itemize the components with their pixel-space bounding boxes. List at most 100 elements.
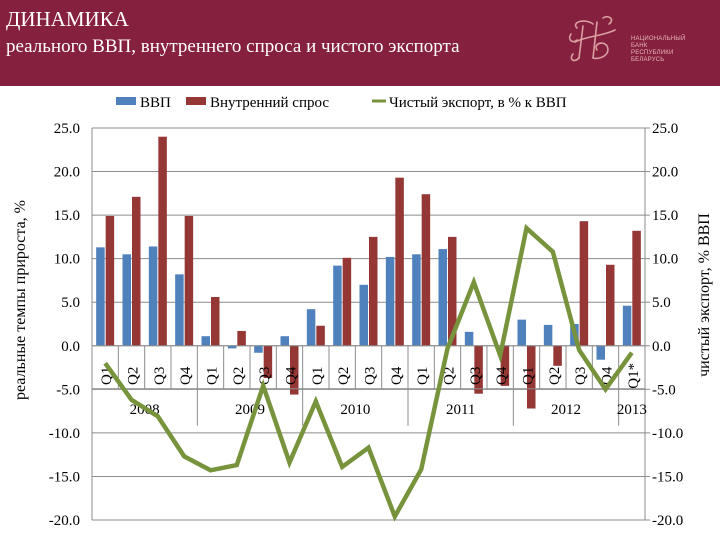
y-tick-label: 0.0	[61, 339, 80, 355]
bar	[464, 331, 474, 346]
year-label: 2011	[446, 402, 475, 418]
bar	[148, 246, 158, 346]
bank-name-line: РЕСПУБЛИКИ	[631, 50, 674, 56]
bar	[158, 136, 167, 346]
bar	[421, 194, 431, 346]
legend-item: ВВП	[116, 95, 171, 111]
bar	[517, 319, 526, 346]
y-axis-left: 25.0 20.0 15.0 10.0 5.0 0.0 -5.0 -10.0 -15.0 -20.…	[12, 121, 80, 529]
bar	[342, 257, 352, 346]
bar	[596, 345, 605, 360]
y-tick-label: 5.0	[61, 295, 80, 311]
quarter-label: Q1	[415, 367, 431, 385]
year-label: 2013	[617, 402, 647, 418]
quarter-label: Q4	[178, 366, 194, 385]
quarter-label: Q2	[126, 367, 142, 385]
bank-name-line: НАЦИОНАЛЬНЫЙ	[631, 36, 686, 42]
y-tick-label-right: -5.0	[652, 382, 676, 398]
bar	[369, 236, 378, 346]
y-tick-label: -15.0	[49, 469, 80, 485]
slide-title: ДИНАМИКА	[6, 7, 129, 31]
quarter-label: Q1*	[626, 363, 642, 389]
quarter-label: Q1	[521, 367, 537, 385]
quarter-label: Q3	[363, 367, 379, 385]
bar	[438, 249, 447, 346]
bar	[632, 230, 641, 346]
quarter-label: Q3	[257, 367, 273, 385]
legend-item: Внутренний спрос	[186, 95, 329, 111]
quarter-label: Q4	[389, 366, 405, 385]
quarter-label: Q2	[336, 367, 352, 385]
bar	[280, 336, 289, 346]
year-label: 2012	[551, 402, 581, 418]
bank-name-line: БАНК	[631, 43, 648, 49]
legend-label: Внутренний спрос	[210, 95, 329, 111]
net-export-polyline	[103, 223, 634, 522]
quarter-label: Q2	[231, 367, 247, 385]
bar	[316, 325, 325, 346]
bank-name-line: БЕЛАРУСЬ	[631, 57, 665, 63]
bar	[184, 215, 194, 346]
slide-header: ДИНАМИКА реального ВВП, внутреннего спро…	[0, 0, 720, 86]
legend-label: Чистый экспорт, в % к ВВП	[389, 95, 567, 111]
bar	[333, 265, 342, 346]
y-tick-label-right: -15.0	[652, 469, 683, 485]
bank-logo: НАЦИОНАЛЬНЫЙ БАНК РЕСПУБЛИКИ БЕЛАРУСЬ	[563, 14, 713, 70]
gdp-chart: ВВП Внутренний спрос Чистый экспорт, в % к…	[12, 95, 713, 529]
quarter-label: Q2	[547, 367, 563, 385]
quarter-label: Q4	[494, 366, 510, 385]
bar	[227, 345, 237, 349]
year-label: 2010	[340, 402, 370, 418]
net-export-line	[103, 223, 634, 522]
y-tick-label-right: 15.0	[652, 208, 678, 224]
bar	[527, 345, 536, 409]
bar	[105, 215, 115, 346]
bar	[543, 324, 553, 346]
y-axis-title-right: чистый экспорт, % ВВП	[696, 213, 713, 377]
chart-gridlines	[91, 127, 646, 521]
chart-legend: ВВП Внутренний спрос Чистый экспорт, в % к…	[116, 95, 567, 111]
y-tick-label-right: 5.0	[652, 295, 671, 311]
bar	[412, 254, 421, 346]
bar	[290, 345, 299, 395]
bar	[448, 236, 457, 346]
quarter-label: Q4	[284, 366, 300, 385]
chart-bars	[96, 136, 641, 409]
slide-subtitle: реального ВВП, внутреннего спроса и чист…	[6, 36, 460, 57]
quarter-label: Q3	[468, 367, 484, 385]
x-axis: Q1 Q2 Q3 Q4 Q1 Q2 Q3 Q4 Q1 Q2 Q3 Q4 Q1 Q2 Q3 Q4 Q1 Q2 Q3 Q4…	[91, 345, 647, 426]
legend-swatch-icon	[186, 97, 206, 105]
bar	[132, 196, 141, 346]
bar	[306, 309, 316, 346]
quarter-label: Q1	[310, 367, 326, 385]
year-label: 2009	[235, 402, 265, 418]
y-tick-label: -20.0	[49, 513, 80, 529]
bank-name: НАЦИОНАЛЬНЫЙ БАНК РЕСПУБЛИКИ БЕЛАРУСЬ	[631, 36, 685, 64]
legend-item: Чистый экспорт, в % к ВВП	[372, 95, 567, 111]
y-tick-label: 20.0	[54, 165, 80, 181]
legend-swatch-icon	[116, 97, 136, 105]
bar	[263, 345, 273, 379]
nbrb-monogram-icon	[568, 15, 616, 62]
y-axis-title-left: реальные темпы прироста, %	[12, 200, 29, 400]
bar	[359, 284, 368, 346]
bar	[96, 247, 105, 346]
y-tick-label-right: 10.0	[652, 252, 678, 268]
bar	[122, 254, 131, 346]
y-tick-label-right: 0.0	[652, 339, 671, 355]
legend-line-icon	[372, 99, 386, 103]
y-tick-label: 10.0	[54, 252, 80, 268]
y-tick-label: 15.0	[54, 208, 80, 224]
y-tick-label: -10.0	[49, 426, 80, 442]
y-tick-label-right: -10.0	[652, 426, 683, 442]
y-tick-label-right: 20.0	[652, 165, 678, 181]
y-axis-right: 25.0 20.0 15.0 10.0 5.0 0.0 -5.0 -10.0 -15.0 -20.…	[645, 121, 713, 529]
bar	[553, 345, 562, 366]
bar	[201, 336, 210, 346]
bar	[622, 305, 632, 346]
quarter-label: Q3	[152, 367, 168, 385]
y-tick-label-right: -20.0	[652, 513, 683, 529]
bar	[500, 345, 510, 386]
bar	[395, 177, 404, 346]
bar	[606, 264, 615, 346]
